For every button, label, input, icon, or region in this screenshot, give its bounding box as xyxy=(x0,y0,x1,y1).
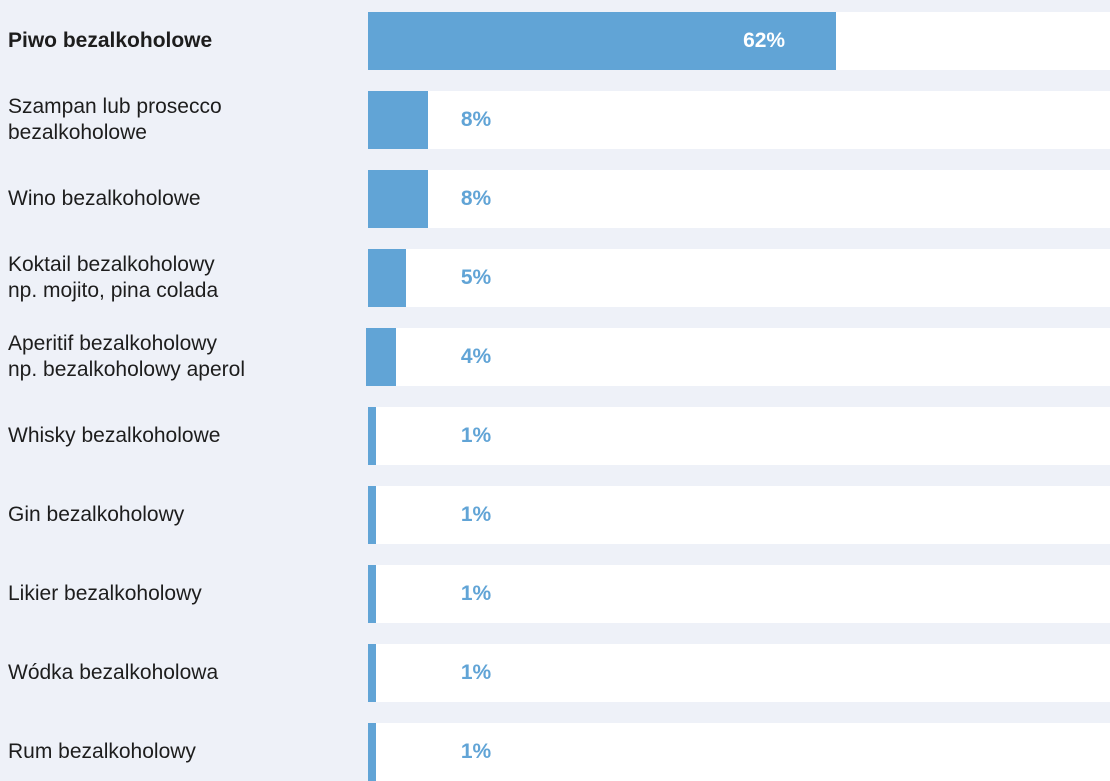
bar xyxy=(368,723,376,781)
value-label: 4% xyxy=(460,345,492,368)
bar-row: Piwo bezalkoholowe 62% xyxy=(0,12,1110,70)
value-label: 1% xyxy=(460,503,492,526)
bar-track xyxy=(368,565,1110,623)
category-label: Whisky bezalkoholowe xyxy=(8,424,221,447)
bar-track xyxy=(368,486,1110,544)
bar-track xyxy=(368,328,1110,386)
category-label: Piwo bezalkoholowe xyxy=(8,29,213,52)
bar-row: Whisky bezalkoholowe 1% xyxy=(0,407,1110,465)
bar xyxy=(368,249,406,307)
bar-track xyxy=(368,407,1110,465)
category-label: Wódka bezalkoholowa xyxy=(8,661,219,684)
bar-row: Szampan lub prosecco bezalkoholowe 8% xyxy=(0,91,1110,149)
value-label: 8% xyxy=(460,108,492,131)
bar-track xyxy=(368,170,1110,228)
bar xyxy=(368,486,376,544)
value-label: 1% xyxy=(460,424,492,447)
bar-track xyxy=(368,644,1110,702)
value-label: 1% xyxy=(460,661,492,684)
bar-track xyxy=(368,723,1110,781)
bar-row: Koktail bezalkoholowy np. mojito, pina c… xyxy=(0,249,1110,307)
category-label: Koktail bezalkoholowy np. mojito, pina c… xyxy=(8,253,219,302)
value-label: 5% xyxy=(460,266,492,289)
category-label: Gin bezalkoholowy xyxy=(8,503,185,526)
bar xyxy=(368,12,836,70)
value-label: 1% xyxy=(460,740,492,763)
bar-track xyxy=(368,91,1110,149)
bar-row: Aperitif bezalkoholowy np. bezalkoholowy… xyxy=(0,328,1110,386)
bar xyxy=(368,644,376,702)
category-label: Wino bezalkoholowe xyxy=(8,187,201,210)
bar-row: Wódka bezalkoholowa 1% xyxy=(0,644,1110,702)
bar xyxy=(366,328,396,386)
category-label: Szampan lub prosecco bezalkoholowe xyxy=(8,95,222,144)
bar-row: Wino bezalkoholowe 8% xyxy=(0,170,1110,228)
category-label: Aperitif bezalkoholowy np. bezalkoholowy… xyxy=(8,332,245,381)
bar xyxy=(368,565,376,623)
value-label: 1% xyxy=(460,582,492,605)
bar-row: Rum bezalkoholowy 1% xyxy=(0,723,1110,781)
category-label: Likier bezalkoholowy xyxy=(8,582,202,605)
bar-track xyxy=(368,249,1110,307)
value-label: 62% xyxy=(743,29,786,52)
category-label: Rum bezalkoholowy xyxy=(8,740,196,763)
bar xyxy=(368,170,428,228)
value-label: 8% xyxy=(460,187,492,210)
bar-row: Likier bezalkoholowy 1% xyxy=(0,565,1110,623)
bar xyxy=(368,407,376,465)
bar xyxy=(368,91,428,149)
bar-row: Gin bezalkoholowy 1% xyxy=(0,486,1110,544)
